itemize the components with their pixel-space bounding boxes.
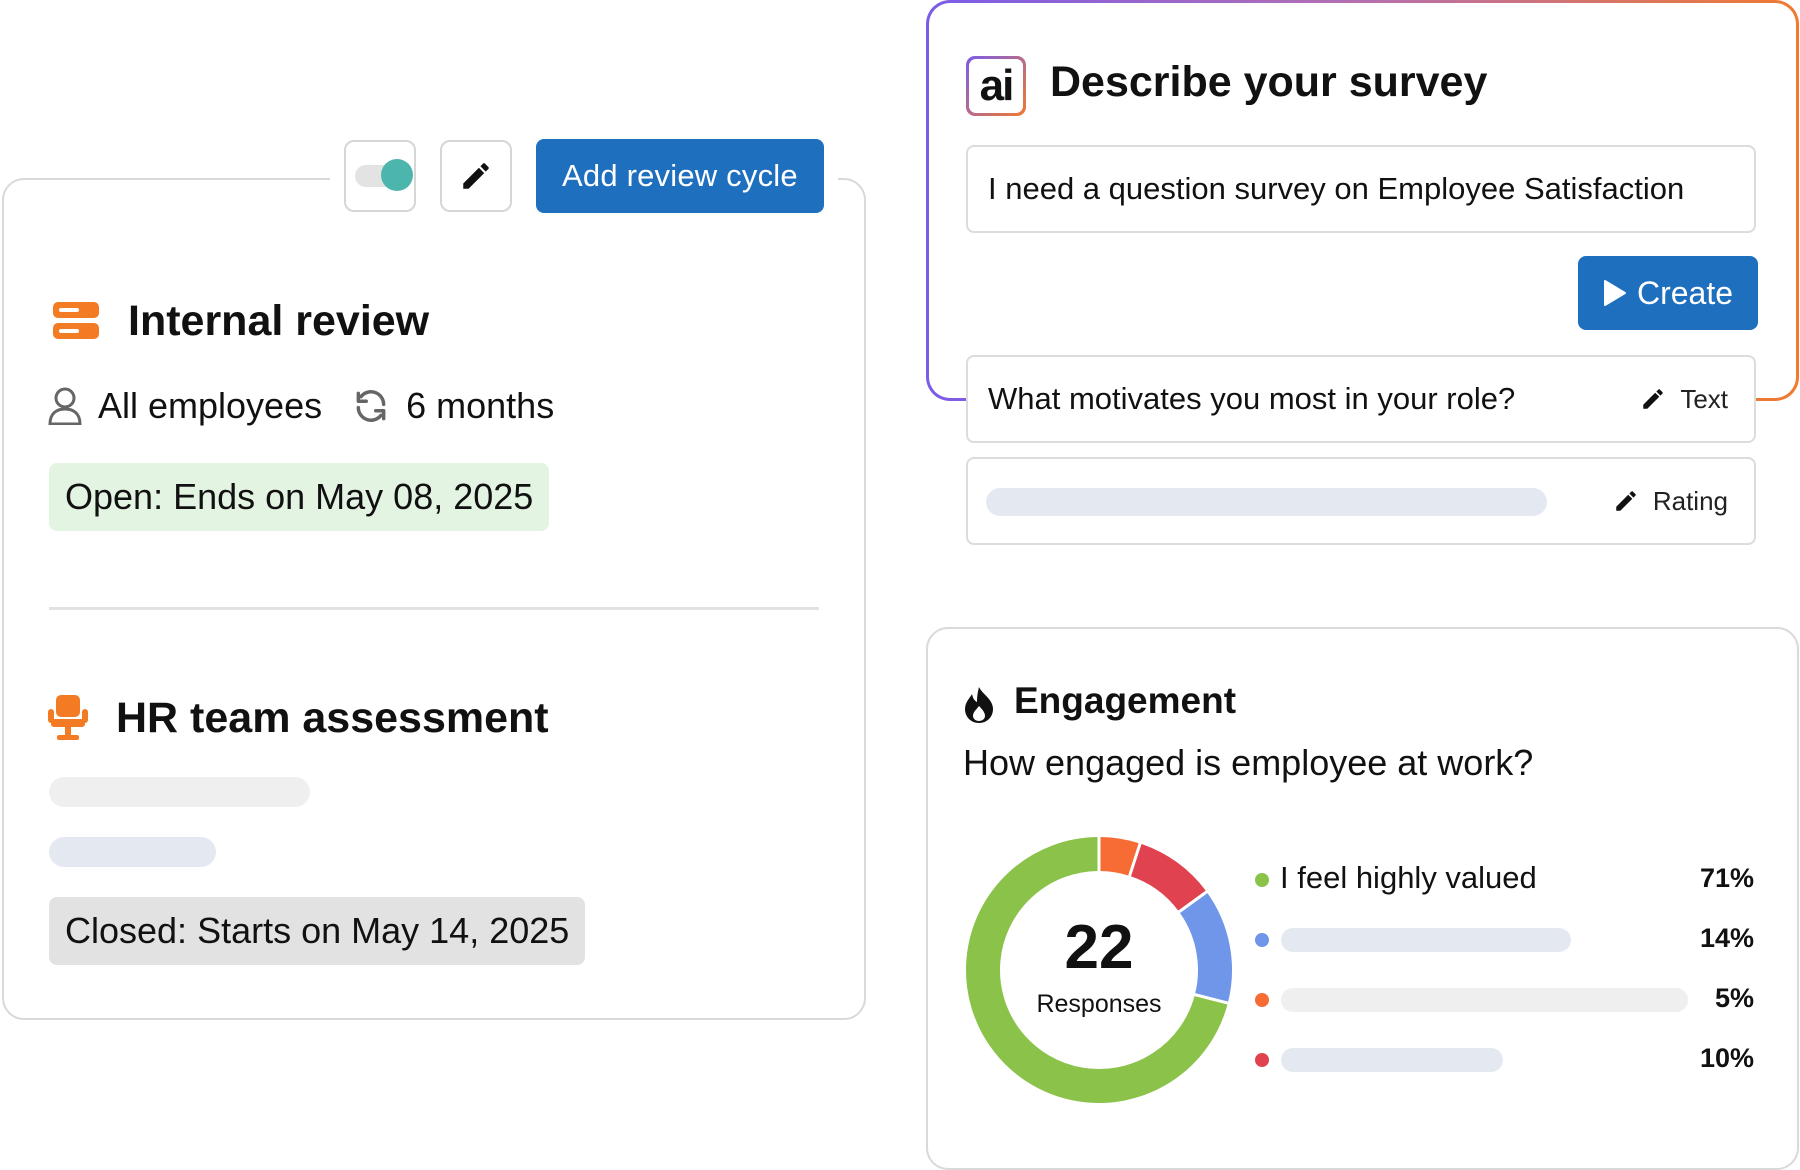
placeholder-line <box>986 488 1547 516</box>
legend-percentage: 71% <box>1699 863 1754 893</box>
audience-label: All employees <box>98 385 323 426</box>
placeholder-line <box>49 837 216 867</box>
responses-count: 22 <box>1064 913 1134 982</box>
legend-percentage: 10% <box>1699 1043 1754 1073</box>
toggle-knob <box>381 159 413 191</box>
ai-logo-icon: ai <box>966 56 1026 116</box>
toggle-switch[interactable] <box>355 159 413 191</box>
visibility-toggle-button[interactable] <box>344 140 416 212</box>
responses-label: Responses <box>1036 990 1162 1018</box>
slice-separator <box>1177 890 1209 914</box>
donut-slice <box>1098 837 1141 876</box>
legend-placeholder-bar <box>1281 1048 1503 1072</box>
create-label: Create <box>1636 274 1734 311</box>
chair-icon <box>48 695 88 740</box>
legend-placeholder-bar <box>1281 988 1688 1012</box>
survey-prompt-input[interactable]: I need a question survey on Employee Sat… <box>966 145 1756 233</box>
frequency-label: 6 months <box>406 385 555 426</box>
play-icon <box>1603 280 1626 306</box>
question-type-selector[interactable]: Rating <box>1613 459 1728 543</box>
engagement-title: Engagement <box>1014 680 1237 721</box>
engagement-donut-chart <box>966 836 1232 1103</box>
hr-assessment-title[interactable]: HR team assessment <box>116 694 549 742</box>
question-type-label: Rating <box>1652 485 1728 516</box>
survey-prompt-value: I need a question survey on Employee Sat… <box>988 171 1685 206</box>
item-divider <box>49 607 819 610</box>
question-item[interactable]: What motivates you most in your role? Te… <box>966 355 1756 443</box>
review-cycles-card <box>2 178 866 1020</box>
open-status-badge: Open: Ends on May 08, 2025 <box>49 463 550 531</box>
refresh-icon <box>356 390 386 422</box>
survey-builder-title: Describe your survey <box>1050 58 1488 106</box>
review-toolbar: Add review cycle <box>330 136 838 216</box>
server-icon <box>53 302 99 339</box>
closed-status-badge: Closed: Starts on May 14, 2025 <box>49 897 586 965</box>
legend-label: I feel highly valued <box>1280 860 1537 895</box>
question-type-label: Text <box>1680 383 1728 414</box>
add-review-cycle-button[interactable]: Add review cycle <box>536 139 824 213</box>
legend-percentage: 5% <box>1714 983 1754 1013</box>
edit-button[interactable] <box>440 140 512 212</box>
pencil-icon <box>1643 389 1664 409</box>
flame-icon <box>965 687 993 723</box>
create-button[interactable]: Create <box>1578 256 1758 330</box>
legend-percentage: 14% <box>1699 923 1754 953</box>
legend-dot <box>1255 993 1269 1007</box>
slice-separator <box>1193 992 1230 1005</box>
legend-dot <box>1255 873 1269 887</box>
donut-slice <box>1129 843 1207 913</box>
internal-review-title[interactable]: Internal review <box>128 297 430 345</box>
question-item[interactable]: Rating <box>966 457 1756 545</box>
legend-dot <box>1255 1053 1269 1067</box>
slice-separator <box>1127 842 1142 878</box>
question-text: What motivates you most in your role? <box>988 381 1516 416</box>
legend-dot <box>1255 933 1269 947</box>
pencil-icon <box>1616 491 1636 511</box>
question-type-selector[interactable]: Text <box>1640 357 1728 441</box>
engagement-question: How engaged is employee at work? <box>963 742 1534 783</box>
donut-slice <box>1178 891 1232 1004</box>
donut-slice <box>966 837 1228 1103</box>
pencil-icon <box>463 163 489 189</box>
placeholder-line <box>49 777 310 807</box>
user-icon <box>48 387 82 425</box>
legend-placeholder-bar <box>1281 928 1571 952</box>
internal-review-meta: All employees 6 months <box>48 385 554 427</box>
ai-logo-text: ai <box>969 59 1023 113</box>
